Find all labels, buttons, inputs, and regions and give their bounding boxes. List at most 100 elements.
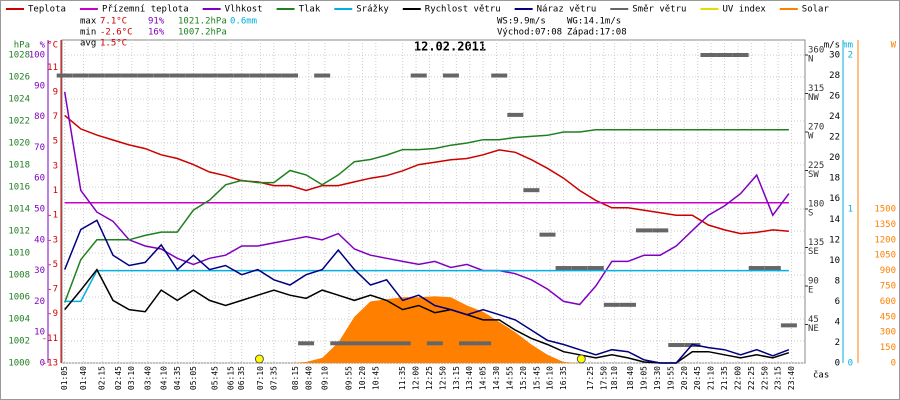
direction-mark <box>330 341 347 346</box>
direction-mark <box>72 73 89 78</box>
axis-unit: % <box>40 41 46 51</box>
x-tick-label: 19:05 <box>640 366 649 390</box>
y-tick-label: 1020 <box>8 139 30 149</box>
y-tick-label: W <box>808 132 814 142</box>
y-tick-label: 315 <box>808 84 824 94</box>
y-tick-label: 30 <box>829 51 840 61</box>
series-line <box>63 91 790 306</box>
y-tick-label: -13 <box>42 359 58 369</box>
legend-label: Náraz větru <box>537 5 597 15</box>
stat-label: max <box>80 17 97 27</box>
axis-unit: m/s <box>824 41 840 51</box>
y-tick-label: 300 <box>880 328 896 338</box>
y-tick-label: 1008 <box>8 271 30 281</box>
stat-value: 16% <box>148 28 165 38</box>
x-tick-label: 13:15 <box>452 366 461 390</box>
y-tick-label: -1 <box>47 211 58 221</box>
axis-unit: hPa <box>14 41 30 51</box>
stat-value: 1021.2hPa <box>178 17 227 27</box>
y-tick-label: 1500 <box>874 205 896 215</box>
legend-label: Teplota <box>28 5 66 15</box>
y-tick-label: 135 <box>808 238 824 248</box>
direction-mark <box>732 53 749 57</box>
x-tick-label: 16:35 <box>559 366 568 390</box>
x-tick-label: 23:15 <box>774 366 783 390</box>
y-tick-label: N <box>808 55 813 65</box>
y-tick-label: NE <box>808 324 819 334</box>
direction-mark <box>137 73 154 78</box>
y-tick-label: 18 <box>829 174 840 184</box>
y-tick-label: 60 <box>34 174 45 184</box>
y-tick-label: 10 <box>829 256 840 266</box>
y-tick-label: 1200 <box>874 235 896 245</box>
y-tick-label: 0 <box>891 359 896 369</box>
axis-unit: mm <box>842 41 853 51</box>
y-tick-label: 2 <box>848 51 853 61</box>
y-tick-label: 1026 <box>8 73 30 83</box>
stat-value: 7.1°C <box>100 17 127 27</box>
stat-value: 0.6mm <box>230 17 257 27</box>
direction-mark <box>104 73 121 78</box>
direction-mark <box>442 73 459 78</box>
stat-value: 1007.2hPa <box>178 28 227 38</box>
direction-mark <box>265 73 282 78</box>
y-tick-label: 45 <box>808 315 819 325</box>
y-tick-label: 150 <box>880 343 896 353</box>
y-tick-label: 90 <box>34 81 45 91</box>
legend-label: Solar <box>802 5 830 15</box>
direction-mark <box>619 302 636 307</box>
direction-mark <box>121 73 138 78</box>
y-tick-label: 12 <box>829 235 840 245</box>
x-tick-label: 18:10 <box>610 366 619 390</box>
y-tick-label: 26 <box>829 92 840 102</box>
y-tick-label: 1350 <box>874 220 896 230</box>
sunrise-label: Východ: <box>497 28 535 38</box>
stat-value: 1.5°C <box>100 39 127 49</box>
direction-mark <box>716 53 733 57</box>
y-tick-label: 22 <box>829 133 840 143</box>
x-axis-label: čas <box>813 370 829 381</box>
x-tick-label: 06:15 <box>226 366 235 390</box>
y-tick-label: 1012 <box>8 227 30 237</box>
direction-mark <box>88 73 105 78</box>
x-tick-label: 02:15 <box>98 366 107 390</box>
y-tick-label: 11 <box>47 63 58 73</box>
legend-label: Směr větru <box>632 5 686 15</box>
x-tick-label: 08:40 <box>304 366 313 390</box>
y-tick-label: 8 <box>835 276 840 286</box>
stat-value: -2.6°C <box>100 28 133 38</box>
direction-mark <box>764 266 781 271</box>
direction-mark <box>748 266 765 271</box>
legend-label: Vlhkost <box>225 5 263 15</box>
y-tick-label: 6 <box>835 297 840 307</box>
x-tick-label: 01:40 <box>79 366 88 390</box>
x-tick-label: 04:35 <box>173 366 182 390</box>
y-tick-label: 50 <box>34 205 45 215</box>
y-tick-label: -11 <box>42 334 58 344</box>
sunrise-time: 07:08 <box>535 28 562 38</box>
series-line <box>64 269 789 303</box>
y-tick-label: 1010 <box>8 249 30 259</box>
direction-mark <box>153 73 170 78</box>
direction-mark <box>346 341 363 346</box>
sunset-marker <box>576 354 586 364</box>
y-tick-label: 0 <box>848 359 853 369</box>
x-tick-label: 17:25 <box>586 366 595 390</box>
direction-mark <box>394 341 411 346</box>
y-tick-label: 80 <box>34 112 45 122</box>
stat-label: min <box>80 28 96 38</box>
x-tick-label: 23:40 <box>787 366 796 390</box>
x-tick-label: 14:05 <box>479 366 488 390</box>
x-tick-label: 19:30 <box>653 366 662 390</box>
y-tick-label: 4 <box>835 317 840 327</box>
y-tick-label: 1006 <box>8 293 30 303</box>
direction-mark <box>281 73 298 78</box>
y-tick-label: 16 <box>829 194 840 204</box>
x-tick-label: 22:00 <box>733 366 742 390</box>
y-tick-label: 270 <box>808 123 824 133</box>
sunrise-marker <box>254 354 264 364</box>
y-tick-label: 9 <box>53 87 58 97</box>
direction-mark <box>185 73 202 78</box>
direction-mark <box>314 73 331 78</box>
